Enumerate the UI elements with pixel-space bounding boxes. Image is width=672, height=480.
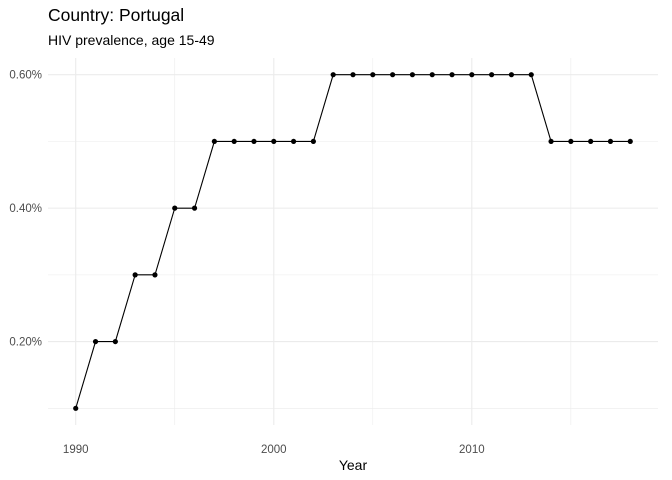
data-point bbox=[350, 72, 356, 78]
data-point bbox=[330, 72, 336, 78]
data-point bbox=[449, 72, 455, 78]
data-point bbox=[469, 72, 475, 78]
data-point bbox=[211, 138, 217, 145]
data-point bbox=[528, 72, 534, 78]
data-point bbox=[172, 205, 178, 211]
chart-subtitle: HIV prevalence, age 15-49 bbox=[48, 32, 215, 48]
x-tick-label: 2010 bbox=[459, 444, 485, 456]
y-tick-label: 0.60% bbox=[9, 70, 42, 82]
data-point bbox=[92, 338, 99, 345]
data-point bbox=[548, 138, 554, 145]
chart-title: Country: Portugal bbox=[48, 5, 185, 25]
data-point bbox=[112, 338, 118, 345]
series-line bbox=[75, 74, 631, 409]
data-point bbox=[310, 138, 316, 145]
y-axis-tick-labels: 0.20% 0.40% 0.60% bbox=[9, 70, 42, 349]
y-tick-label: 0.20% bbox=[9, 337, 42, 349]
data-point bbox=[191, 205, 198, 211]
data-point bbox=[132, 272, 138, 278]
data-point bbox=[588, 138, 594, 145]
data-point bbox=[290, 138, 297, 145]
data-point bbox=[429, 72, 435, 78]
data-point bbox=[231, 138, 237, 145]
series-layer bbox=[73, 72, 633, 411]
x-tick-label: 2000 bbox=[261, 444, 287, 456]
x-axis-title: Year bbox=[339, 457, 368, 473]
data-point bbox=[271, 138, 277, 145]
data-point bbox=[627, 138, 633, 145]
data-point bbox=[409, 72, 416, 78]
y-tick-label: 0.40% bbox=[9, 203, 42, 215]
data-point bbox=[390, 72, 396, 78]
x-tick-label: 1990 bbox=[63, 444, 89, 456]
x-axis-tick-labels: 1990 2000 2010 bbox=[63, 444, 485, 456]
data-point bbox=[152, 272, 158, 278]
data-point bbox=[489, 72, 495, 78]
data-point bbox=[568, 138, 574, 145]
data-point bbox=[251, 138, 257, 145]
minor-gridlines bbox=[48, 58, 658, 425]
major-gridlines bbox=[48, 58, 658, 425]
data-point bbox=[370, 72, 376, 78]
data-point bbox=[607, 138, 614, 145]
data-point bbox=[73, 405, 79, 411]
data-point bbox=[508, 72, 515, 78]
